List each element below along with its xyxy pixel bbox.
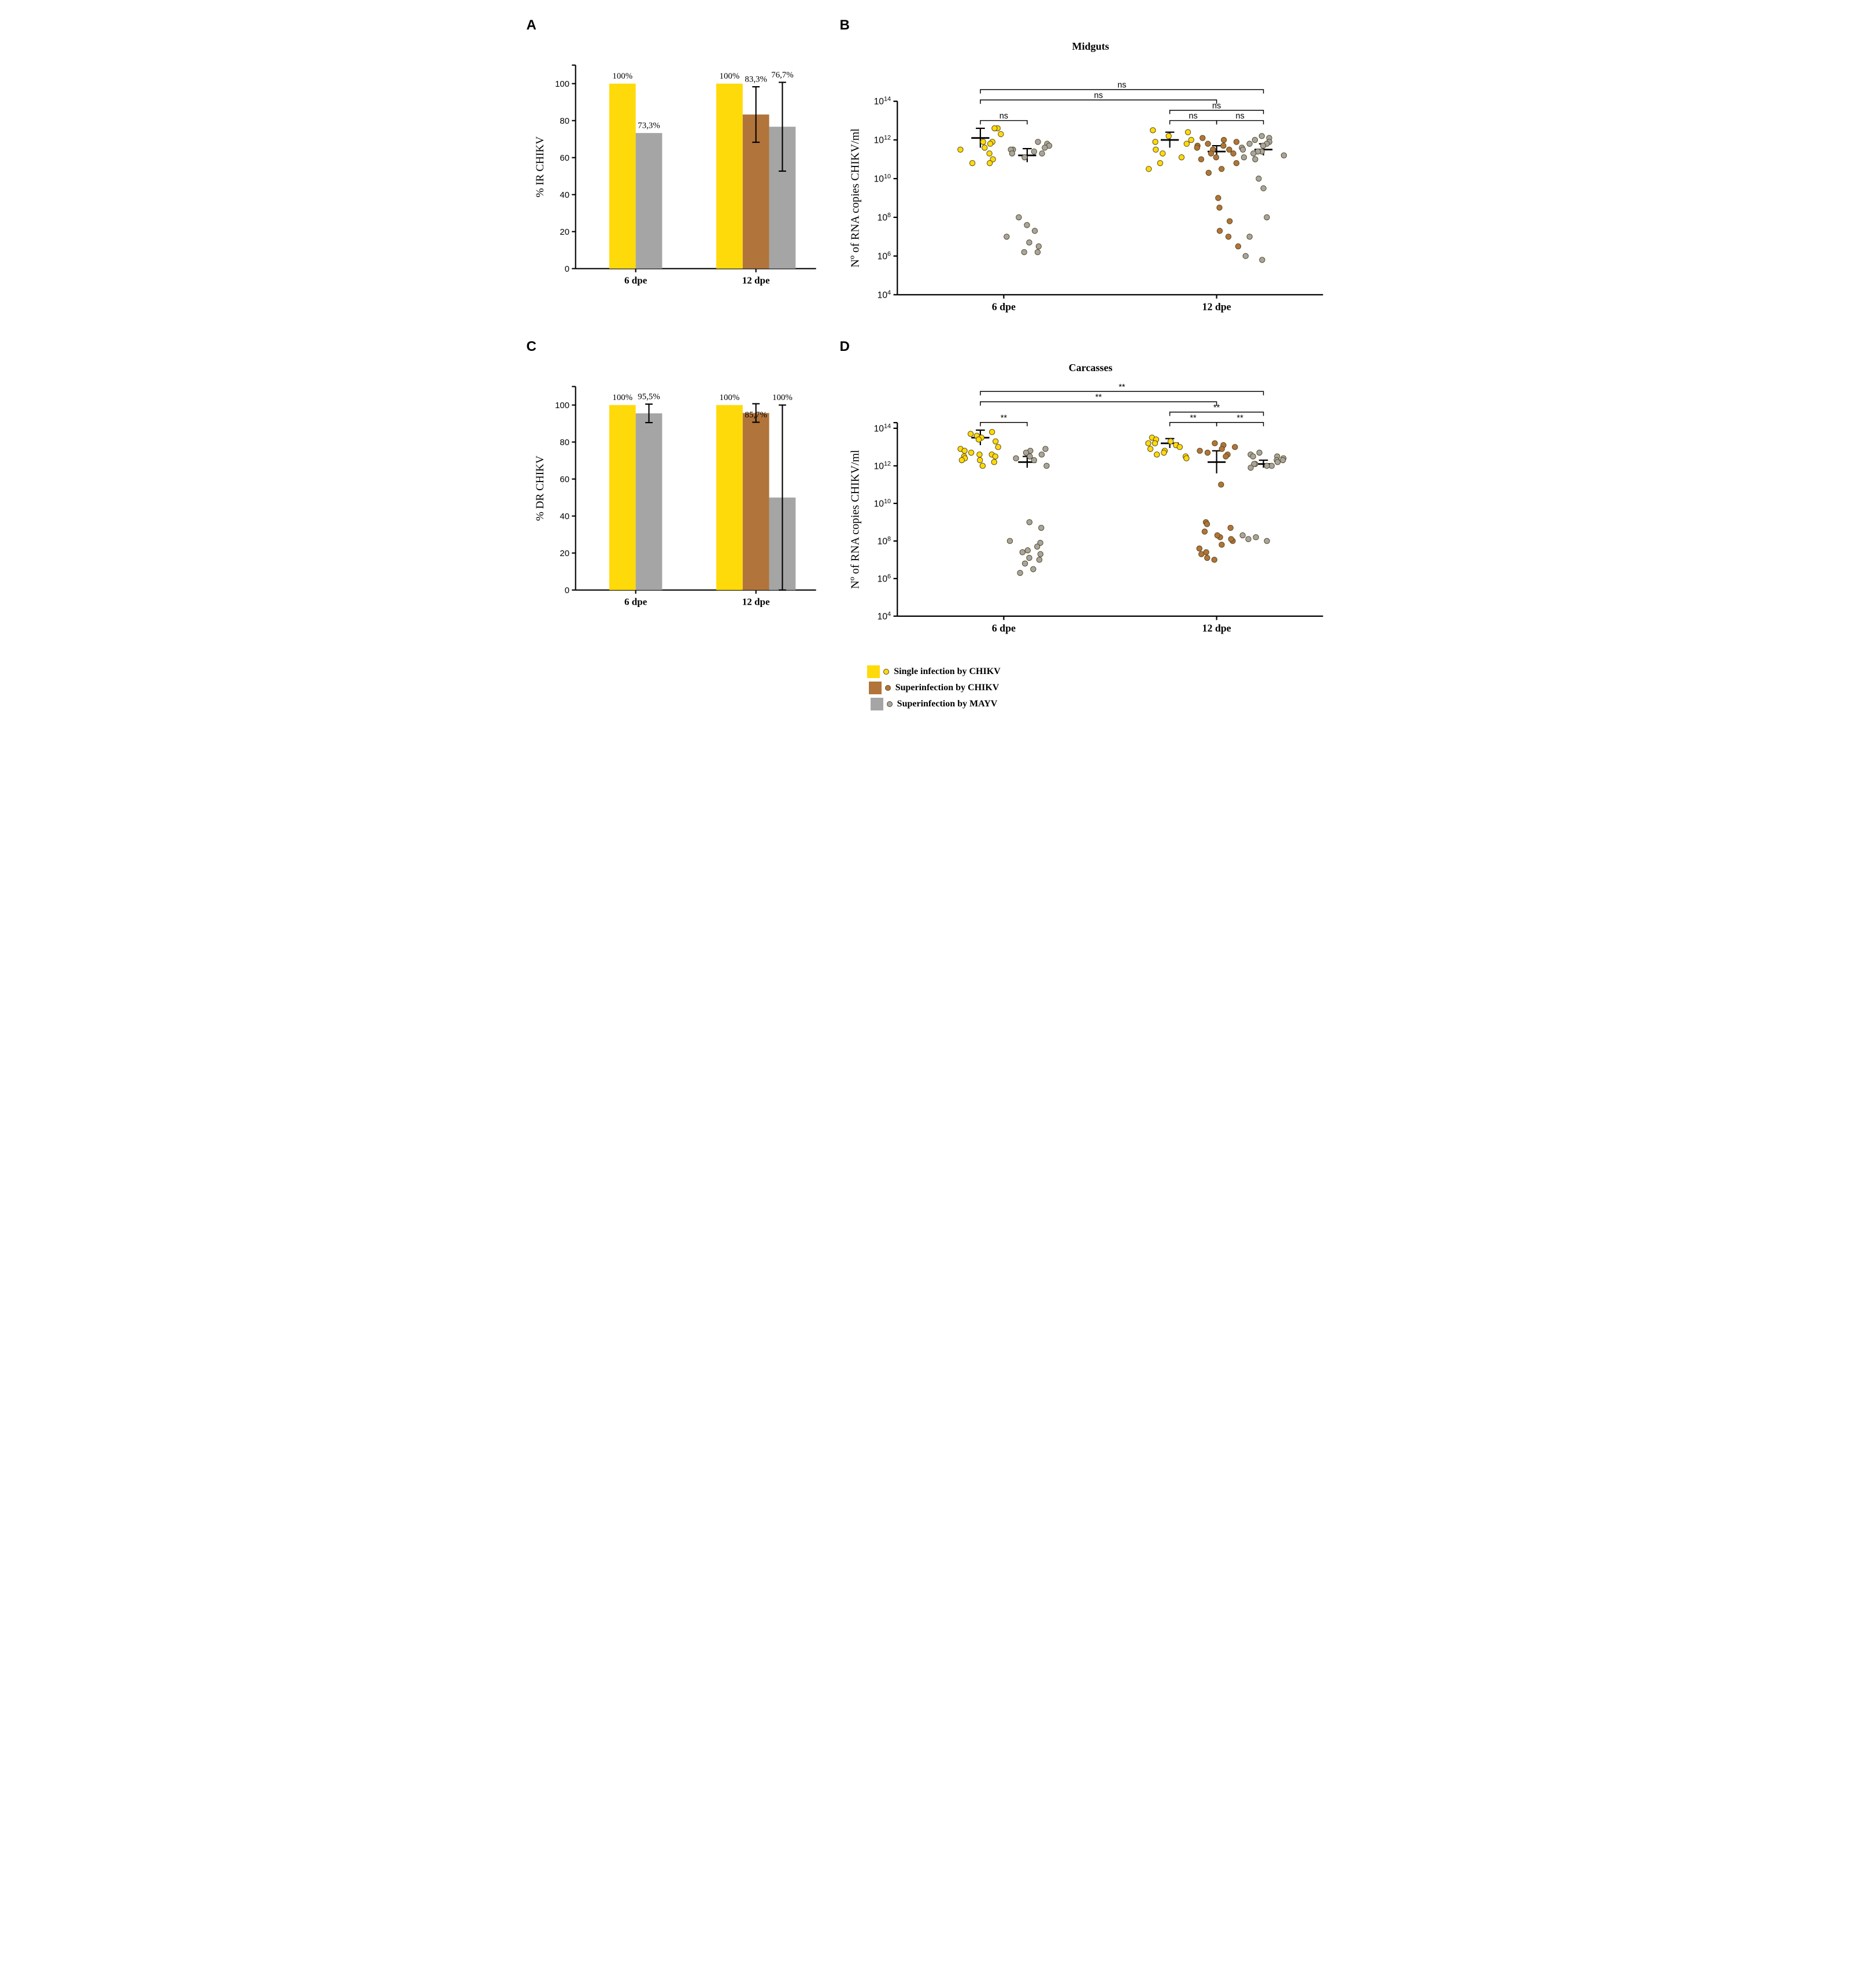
svg-text:20: 20 [560,227,569,237]
svg-text:100: 100 [555,401,569,410]
svg-text:1012: 1012 [873,135,891,146]
svg-text:Nº of RNA copies CHIKV/ml: Nº of RNA copies CHIKV/ml [849,128,861,268]
svg-text:100%: 100% [719,72,739,81]
svg-text:100%: 100% [772,393,793,402]
svg-text:100%: 100% [612,72,632,81]
panel-c-label: C [527,339,536,355]
panel-b-title: Midguts [846,40,1336,53]
legend-label: Superinfection by MAYV [897,699,998,709]
svg-text:108: 108 [877,212,890,223]
svg-text:100%: 100% [612,393,632,402]
panel-a-chart: 0 20 40 60 80 100 % IR CHIKV 6 dpe 12 dpe 100% 73,… [532,40,828,299]
panel-d: D Carcasses 104 106 108 1010 1012 1014 Nº of R… [840,339,1342,654]
svg-text:% DR CHIKV: % DR CHIKV [534,456,546,521]
legend-label: Single infection by CHIKV [894,667,1000,677]
svg-text:0: 0 [564,264,569,274]
svg-text:1014: 1014 [873,96,891,107]
svg-text:95,5%: 95,5% [638,392,660,401]
panel-b: B Midguts 104 106 108 1010 1012 1014 Nº of RNA… [840,17,1342,333]
svg-text:12 dpe: 12 dpe [742,596,769,607]
svg-text:40: 40 [560,512,569,521]
legend-dot-icon [883,669,889,675]
svg-text:100: 100 [555,79,569,89]
legend-dot-icon [885,685,891,691]
svg-text:12 dpe: 12 dpe [1202,622,1231,634]
svg-text:6 dpe: 6 dpe [624,275,647,286]
svg-text:6 dpe: 6 dpe [991,622,1015,634]
panel-d-label: D [840,339,850,355]
svg-text:40: 40 [560,190,569,200]
panel-c-chart: 0 20 40 60 80 100 % DR CHIKV 6 dpe 12 dpe 100% 95,… [532,362,828,621]
svg-text:**: ** [1119,382,1126,391]
svg-text:60: 60 [560,153,569,163]
svg-text:ns: ns [1235,112,1244,121]
svg-text:76,7%: 76,7% [771,71,794,80]
svg-text:20: 20 [560,549,569,558]
panel-d-title: Carcasses [846,362,1336,374]
svg-text:12 dpe: 12 dpe [1202,301,1231,313]
svg-text:104: 104 [877,610,890,621]
svg-text:106: 106 [877,573,890,584]
svg-text:1012: 1012 [873,460,891,471]
svg-text:6 dpe: 6 dpe [624,596,647,607]
svg-text:6 dpe: 6 dpe [991,301,1015,313]
svg-text:83,3%: 83,3% [745,75,767,84]
legend-swatch [869,682,882,694]
svg-text:80: 80 [560,438,569,447]
svg-text:**: ** [1095,393,1102,402]
svg-text:ns: ns [999,112,1008,121]
svg-text:108: 108 [877,535,890,546]
legend-item: Superinfection by CHIKV [869,682,1000,694]
svg-text:80: 80 [560,116,569,126]
svg-text:ns: ns [1117,81,1126,90]
legend: Single infection by CHIKV Superinfection … [527,665,1342,710]
svg-text:73,3%: 73,3% [638,121,660,131]
svg-text:0: 0 [564,586,569,595]
svg-text:12 dpe: 12 dpe [742,275,769,286]
figure-grid: A 0 20 40 60 80 100 % IR CHIKV 6 dpe 12 dpe 100% 7… [527,17,1336,710]
panel-d-chart: Carcasses 104 106 108 1010 1012 1014 Nº of RNA… [846,362,1336,649]
svg-text:% IR CHIKV: % IR CHIKV [534,136,546,198]
svg-text:**: ** [1190,413,1197,423]
panel-b-chart: Midguts 104 106 108 1010 1012 1014 Nº of RNA c… [846,40,1336,327]
legend-swatch [871,698,883,710]
legend-item: Single infection by CHIKV [867,665,1000,678]
svg-text:104: 104 [877,289,890,300]
panel-b-label: B [840,17,850,34]
panel-a: A 0 20 40 60 80 100 % IR CHIKV 6 dpe 12 dpe 100% 7… [527,17,834,333]
svg-text:1010: 1010 [873,173,891,184]
legend-item: Superinfection by MAYV [871,698,998,710]
svg-text:106: 106 [877,250,890,261]
svg-text:**: ** [1000,413,1007,423]
svg-text:60: 60 [560,475,569,484]
svg-text:ns: ns [1189,112,1197,121]
svg-text:Nº of RNA copies CHIKV/ml: Nº of RNA copies CHIKV/ml [849,449,861,588]
svg-text:ns: ns [1094,91,1102,101]
panel-a-label: A [527,17,536,34]
svg-text:100%: 100% [719,393,739,402]
svg-text:85,7%: 85,7% [745,410,767,420]
svg-text:**: ** [1237,413,1243,423]
panel-c: C 0 20 40 60 80 100 % DR CHIKV 6 dpe 12 dpe 100% 9… [527,339,834,654]
legend-swatch [867,665,880,678]
svg-text:1014: 1014 [873,423,891,434]
legend-label: Superinfection by CHIKV [895,683,1000,693]
svg-text:1010: 1010 [873,498,891,509]
legend-dot-icon [887,701,893,707]
